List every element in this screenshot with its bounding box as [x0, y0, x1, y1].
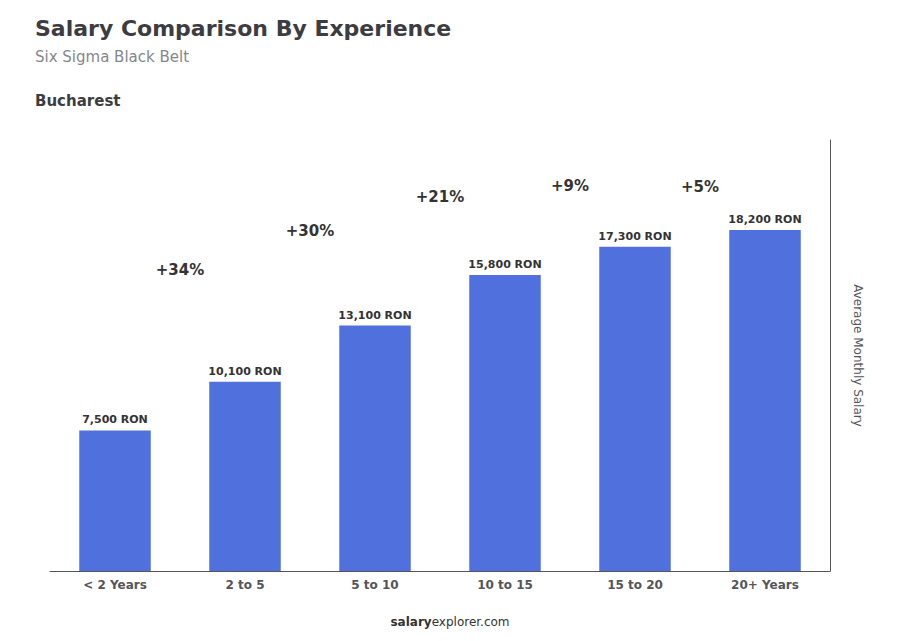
- svg-text:salary: salary: [390, 615, 431, 629]
- svg-text:+30%: +30%: [286, 222, 334, 240]
- svg-text:7,500 RON: 7,500 RON: [82, 413, 148, 426]
- svg-text:15 to 20: 15 to 20: [607, 578, 663, 592]
- svg-text:5 to 10: 5 to 10: [351, 578, 398, 592]
- svg-text:Average Monthly Salary: Average Monthly Salary: [851, 284, 865, 427]
- svg-text:17,300 RON: 17,300 RON: [598, 230, 671, 243]
- svg-text:+5%: +5%: [681, 178, 719, 196]
- svg-text:+9%: +9%: [551, 177, 589, 195]
- svg-text:explorer.com: explorer.com: [432, 615, 510, 629]
- svg-text:< 2 Years: < 2 Years: [83, 578, 147, 592]
- svg-text:20+ Years: 20+ Years: [731, 578, 799, 592]
- svg-text:18,200 RON: 18,200 RON: [728, 213, 801, 226]
- svg-text:+34%: +34%: [156, 261, 204, 279]
- svg-text:Bucharest: Bucharest: [35, 92, 120, 110]
- svg-text:Salary Comparison By Experienc: Salary Comparison By Experience: [35, 16, 451, 41]
- svg-text:10 to 15: 10 to 15: [477, 578, 533, 592]
- svg-text:Six Sigma Black Belt: Six Sigma Black Belt: [35, 48, 189, 66]
- svg-text:10,100 RON: 10,100 RON: [208, 365, 281, 378]
- svg-text:13,100 RON: 13,100 RON: [338, 309, 411, 322]
- svg-text:+21%: +21%: [416, 188, 464, 206]
- svg-text:2 to 5: 2 to 5: [225, 578, 264, 592]
- svg-text:15,800 RON: 15,800 RON: [468, 258, 541, 271]
